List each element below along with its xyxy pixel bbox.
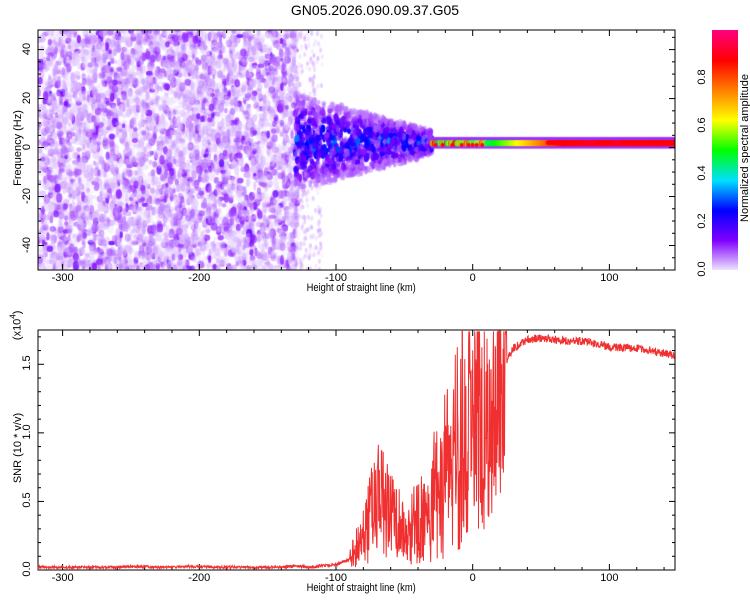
colorbar-tick-label: 0.2 [696, 213, 708, 229]
x-tick-label: 0 [469, 272, 476, 284]
y-tick-label: 40 [21, 42, 33, 55]
x-tick-label: -100 [324, 572, 347, 584]
tick-marks [38, 30, 675, 571]
multiplier-base: (x10 [11, 318, 24, 341]
x-tick-label: -200 [188, 572, 211, 584]
y-tick-label: 1.5 [21, 355, 33, 371]
colorbar-label: Normalized spectral amplitude [739, 74, 750, 222]
multiplier-exponent: 4 [8, 314, 18, 319]
x-tick-label: -300 [51, 272, 74, 284]
snr-frame [37, 329, 676, 571]
chart-title: GN05.2026.090.09.37.G05 [290, 2, 460, 18]
snr-x-axis-label: Height of straight line (km) [306, 582, 416, 594]
snr-series-line [37, 330, 676, 571]
colorbar-tick-label: 0.6 [696, 117, 708, 133]
y-tick-label: 0.5 [21, 492, 33, 509]
x-tick-label: 100 [600, 272, 619, 284]
snr-y-multiplier: (x104) [8, 310, 24, 341]
y-tick-label: 0.0 [21, 561, 33, 577]
x-tick-label: -200 [188, 272, 211, 284]
colorbar-tick-label: 0.0 [696, 261, 708, 277]
spectrogram-frame [37, 29, 676, 271]
y-tick-label: 1.0 [21, 424, 33, 440]
spec-x-axis-label: Height of straight line (km) [306, 282, 416, 294]
y-tick-label: 20 [21, 91, 33, 104]
y-tick-label: 0 [21, 143, 33, 150]
x-tick-label: 0 [469, 572, 476, 584]
spectrogram-heatmap [38, 30, 675, 270]
x-tick-label: 100 [600, 572, 619, 584]
colorbar [712, 30, 738, 270]
colorbar-tick-label: 0.4 [696, 165, 708, 181]
x-tick-label: -300 [51, 572, 74, 584]
x-tick-label: -100 [324, 272, 347, 284]
y-tick-label: -20 [21, 187, 33, 204]
colorbar-tick-label: 0.8 [696, 69, 708, 85]
y-tick-label: -40 [21, 236, 33, 253]
